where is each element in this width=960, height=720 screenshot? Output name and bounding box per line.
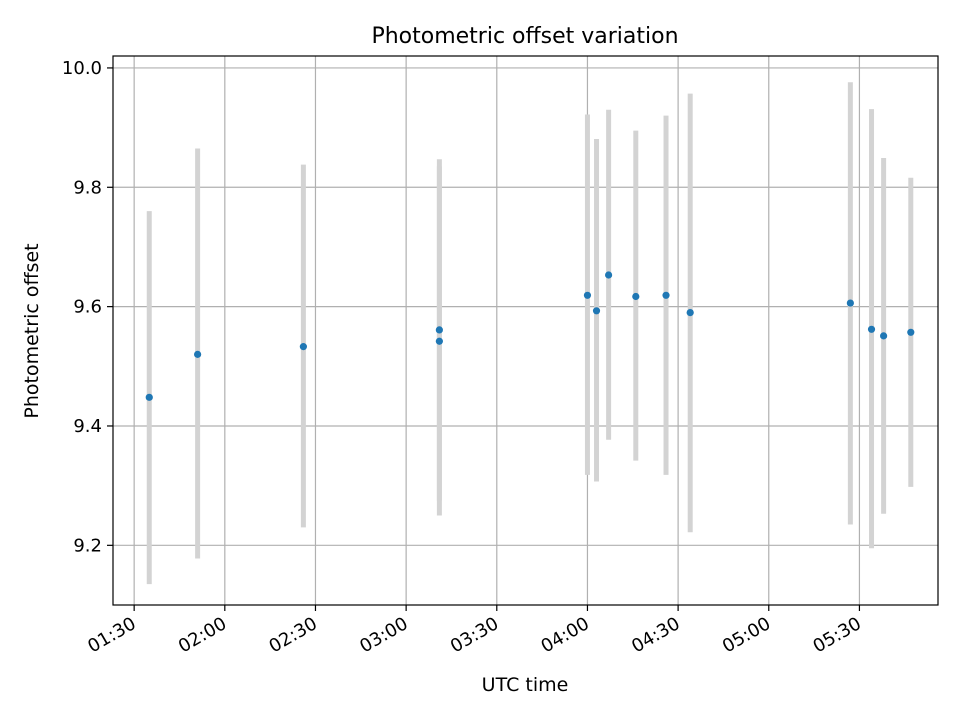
plot-frame — [112, 55, 939, 606]
data-points — [145, 271, 915, 401]
data-point — [867, 325, 876, 333]
x-axis-ticks: 01:30 02:00 02:30 03:00 03:30 04:00 04:30 05:00… — [84, 605, 865, 657]
data-point — [846, 299, 854, 307]
data-point — [583, 291, 592, 299]
x-tick-label: 05:00 — [719, 613, 774, 657]
data-point — [907, 328, 915, 336]
data-point — [592, 307, 601, 315]
data-point — [605, 271, 613, 279]
y-axis-label: Photometric offset — [21, 243, 43, 418]
data-point — [435, 326, 443, 334]
x-tick-label: 05:30 — [810, 613, 865, 657]
y-tick-label: 9.2 — [73, 535, 102, 556]
grid-lines — [113, 56, 938, 605]
data-point — [299, 343, 307, 351]
x-tick-label: 04:30 — [628, 613, 683, 657]
y-axis-ticks: 9.2 9.4 9.6 9.8 10.0 — [62, 58, 113, 556]
x-tick-label: 02:00 — [175, 613, 230, 657]
data-point — [194, 350, 202, 358]
data-point — [435, 337, 443, 345]
chart-title: Photometric offset variation — [371, 24, 678, 49]
x-axis-label: UTC time — [482, 674, 569, 696]
x-tick-label: 03:00 — [356, 613, 411, 657]
data-point — [686, 308, 694, 317]
x-tick-label: 04:00 — [538, 613, 593, 657]
x-tick-label: 02:30 — [266, 613, 321, 657]
y-tick-label: 10.0 — [62, 58, 102, 79]
data-point — [880, 332, 888, 340]
x-tick-label: 03:30 — [447, 613, 502, 657]
data-point — [145, 393, 153, 401]
y-tick-label: 9.6 — [73, 297, 102, 318]
x-tick-label: 01:30 — [84, 613, 139, 657]
error-bars — [146, 82, 914, 585]
y-tick-label: 9.4 — [73, 416, 102, 437]
y-tick-label: 9.8 — [73, 177, 102, 198]
data-point — [662, 291, 670, 299]
data-point — [632, 292, 640, 301]
